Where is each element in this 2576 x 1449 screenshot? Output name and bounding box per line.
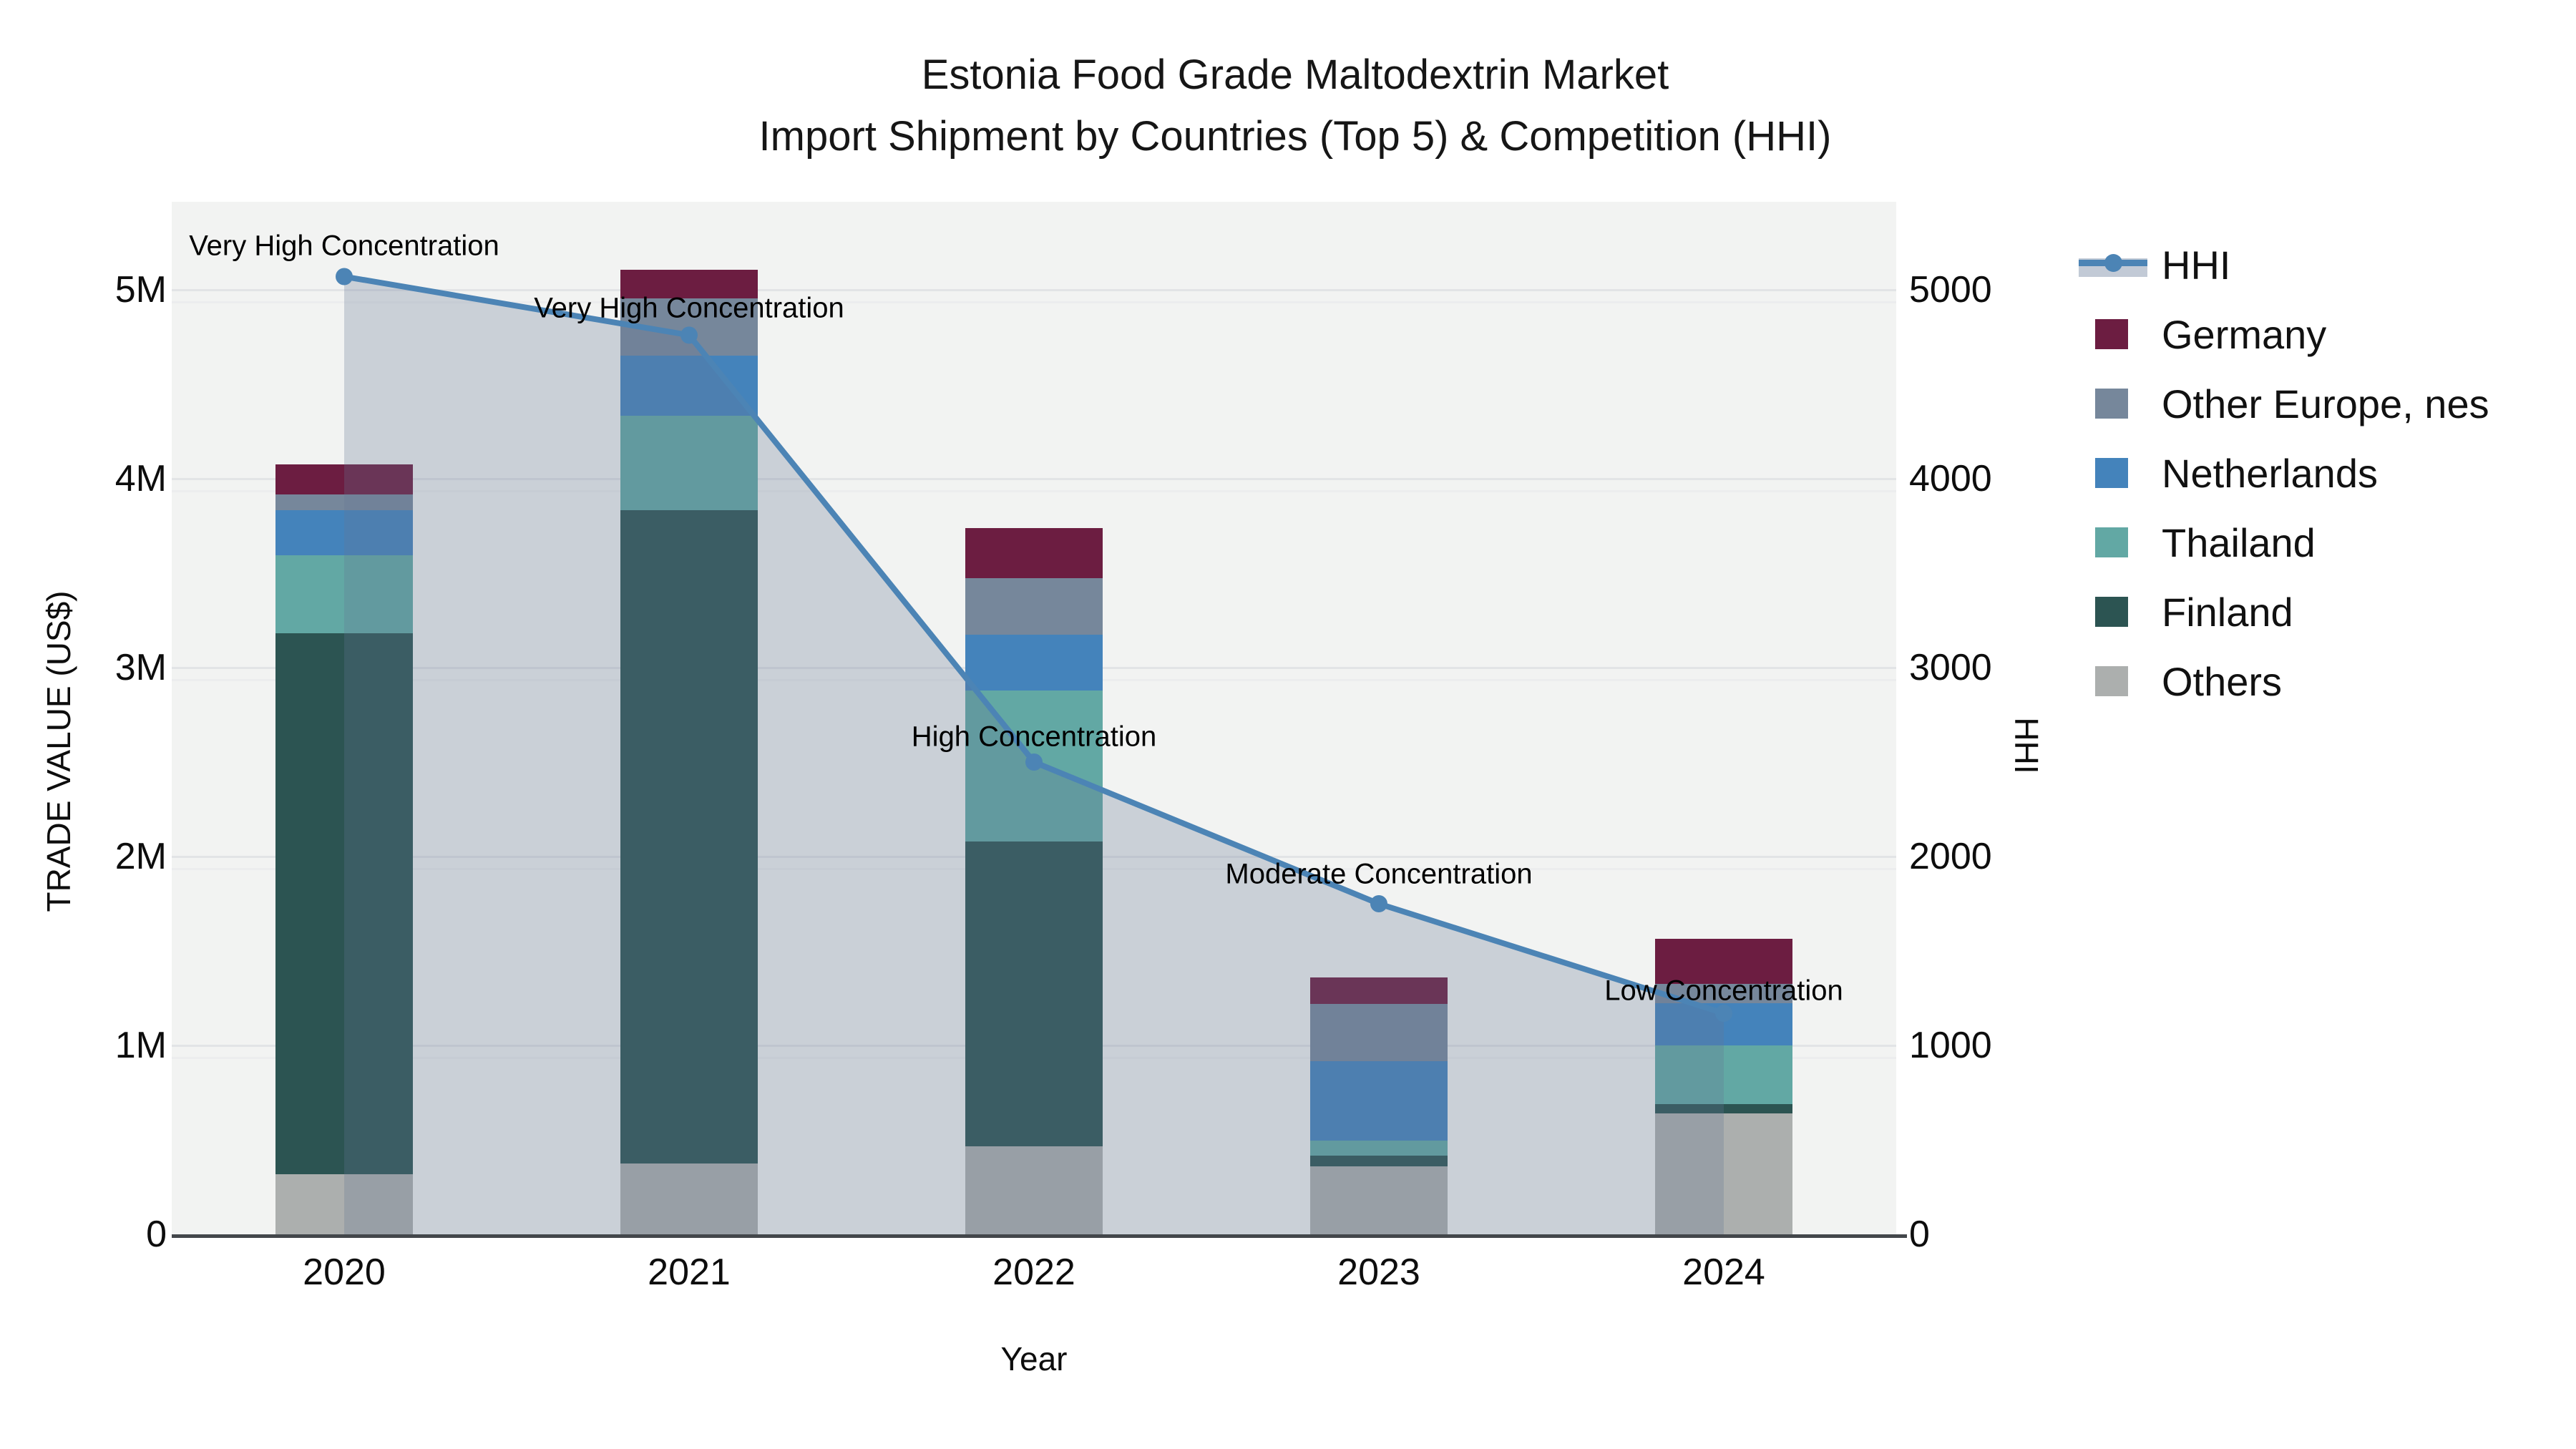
chart-title-line1: Estonia Food Grade Maltodextrin Market [921,52,1669,98]
y-left-tick-0: 0 [146,1214,167,1255]
legend-label: Others [2162,658,2283,704]
annotation-2024: Low Concentration [1604,975,1843,1007]
legend-swatch-other-europe-nes [2095,389,2128,419]
x-tick-2020: 2020 [303,1252,386,1293]
bar-segment-other-europe-nes-2022[interactable] [965,577,1103,635]
hhi-marker-2020[interactable] [336,268,353,286]
legend-swatch-finland [2095,597,2128,627]
legend-swatch-netherlands [2095,458,2128,488]
gridline-secondary-5 [172,301,1896,303]
y-right-tick-5000: 5000 [1909,269,1992,311]
bar-segment-germany-2020[interactable] [275,464,413,495]
bar-segment-thailand-2023[interactable] [1310,1141,1448,1156]
y-left-tick-5M: 5M [114,269,167,311]
annotation-2021: Very High Concentration [534,292,844,324]
bar-segment-others-2022[interactable] [965,1146,1103,1234]
legend-item-finland[interactable]: Finland [2079,583,2293,640]
legend-item-hhi[interactable]: HHI [2079,236,2230,293]
x-axis-line [172,1234,1907,1238]
gridline-secondary-4 [172,490,1896,492]
chart-title-line2: Import Shipment by Countries (Top 5) & C… [758,113,1832,160]
legend-swatch-thailand [2095,527,2128,557]
y-axis-left-title: TRADE VALUE (US$) [40,590,77,912]
x-tick-2023: 2023 [1337,1252,1420,1293]
bar-segment-others-2021[interactable] [620,1163,758,1234]
legend-item-germany[interactable]: Germany [2079,306,2326,363]
bar-segment-other-europe-nes-2023[interactable] [1310,1003,1448,1062]
bar-segment-thailand-2020[interactable] [275,555,413,634]
x-tick-2021: 2021 [648,1252,731,1293]
hhi-marker-2021[interactable] [680,326,698,344]
hhi-area-fill [344,276,1724,1234]
legend-item-netherlands[interactable]: Netherlands [2079,444,2378,502]
gridline-4 [172,478,1896,480]
y-left-tick-3M: 3M [114,647,167,688]
y-right-tick-0: 0 [1909,1214,1930,1255]
annotation-2022: High Concentration [911,721,1157,753]
bar-segment-netherlands-2022[interactable] [965,634,1103,691]
bar-segment-germany-2024[interactable] [1655,938,1792,985]
bar-segment-others-2023[interactable] [1310,1166,1448,1234]
y-right-tick-4000: 4000 [1909,458,1992,499]
hhi-marker-2024[interactable] [1715,1005,1732,1023]
legend-swatch-germany [2095,319,2128,349]
bar-segment-netherlands-2020[interactable] [275,509,413,555]
legend-label: Finland [2162,589,2293,635]
legend-label: Germany [2162,311,2327,357]
y-right-tick-1000: 1000 [1909,1025,1992,1066]
bar-segment-netherlands-2023[interactable] [1310,1061,1448,1141]
legend-label: HHI [2162,242,2231,288]
annotation-2020: Very High Concentration [189,230,499,262]
bar-segment-netherlands-2021[interactable] [620,356,758,416]
x-axis-title: Year [1000,1340,1068,1377]
bar-segment-finland-2023[interactable] [1310,1156,1448,1166]
legend-label: Other Europe, nes [2162,381,2489,426]
bar-segment-others-2020[interactable] [275,1174,413,1234]
bar-segment-finland-2020[interactable] [275,633,413,1174]
legend-item-other-europe-nes[interactable]: Other Europe, nes [2079,375,2489,432]
gridline-5 [172,289,1896,291]
bar-segment-thailand-2021[interactable] [620,415,758,510]
legend-swatch-others [2095,666,2128,696]
hhi-legend-symbol [2079,250,2147,280]
legend-label: Thailand [2162,519,2316,565]
y-right-tick-3000: 3000 [1909,647,1992,688]
bar-segment-finland-2021[interactable] [620,509,758,1163]
annotation-2023: Moderate Concentration [1225,858,1533,890]
bar-segment-thailand-2024[interactable] [1655,1045,1792,1104]
hhi-marker-2023[interactable] [1370,895,1387,912]
bar-segment-others-2024[interactable] [1655,1113,1792,1234]
bar-segment-germany-2021[interactable] [620,270,758,298]
y-left-tick-4M: 4M [114,458,167,499]
y-right-tick-2000: 2000 [1909,836,1992,877]
hhi-marker-swatch [2104,254,2122,272]
y-left-tick-2M: 2M [114,836,167,877]
bar-segment-finland-2024[interactable] [1655,1103,1792,1114]
hhi-marker-2022[interactable] [1025,753,1043,771]
bar-segment-germany-2022[interactable] [965,527,1103,578]
bar-segment-other-europe-nes-2020[interactable] [275,494,413,510]
legend-item-others[interactable]: Others [2079,653,2282,710]
bar-segment-germany-2023[interactable] [1310,977,1448,1004]
y-left-tick-1M: 1M [114,1025,167,1066]
y-axis-right-title: HHI [2008,717,2045,774]
bar-segment-finland-2022[interactable] [965,841,1103,1147]
legend-label: Netherlands [2162,450,2378,496]
x-tick-2024: 2024 [1682,1252,1765,1293]
chart-title: Estonia Food Grade Maltodextrin Market I… [222,44,2368,167]
legend-item-thailand[interactable]: Thailand [2079,514,2316,571]
x-tick-2022: 2022 [992,1252,1075,1293]
